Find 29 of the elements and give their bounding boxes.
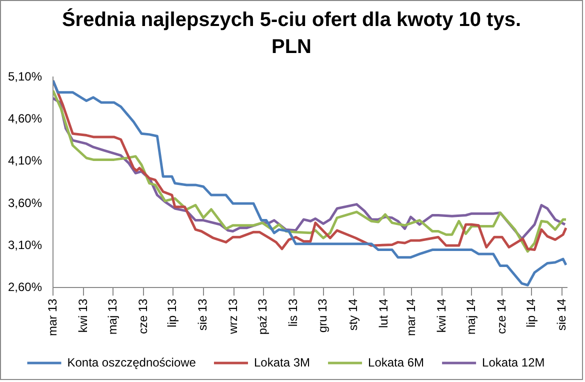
- x-tick-label: sie 14: [554, 298, 568, 331]
- x-tick-label: cze 14: [494, 298, 508, 334]
- x-tick-label: mar 13: [45, 298, 60, 336]
- x-tick-label: paź 13: [256, 298, 270, 335]
- legend-label: Lokata 6M: [368, 355, 424, 370]
- x-tick-label: lip 14: [524, 298, 538, 328]
- x-tick-label: wrz 13: [226, 298, 240, 335]
- y-tick-label: 4,10%: [8, 154, 42, 168]
- y-tick-label: 3,60%: [8, 196, 42, 210]
- x-tick-label: mar 14: [404, 298, 418, 336]
- legend-label: Konta oszczędnościowe: [67, 355, 196, 370]
- x-tick-label: sie 13: [196, 298, 210, 331]
- x-tick-label: maj 14: [464, 298, 478, 335]
- x-tick-label: cze 13: [136, 298, 150, 334]
- y-tick-label: 3,10%: [8, 238, 42, 252]
- x-tick-label: kwi 13: [76, 298, 90, 333]
- x-tick-label: lis 13: [286, 298, 300, 327]
- x-tick-label: gru 13: [316, 298, 330, 333]
- y-tick-label: 2,60%: [8, 280, 42, 294]
- y-tick-label: 4,60%: [8, 112, 42, 126]
- x-tick-label: sty 14: [346, 298, 360, 331]
- x-tick-label: lut 14: [376, 298, 391, 328]
- x-tick-label: kwi 14: [434, 298, 449, 333]
- x-tick-label: lip 13: [165, 298, 180, 328]
- x-tick-label: maj 13: [105, 298, 120, 335]
- y-tick-label: 5,10%: [8, 70, 42, 84]
- legend-label: Lokata 3M: [254, 355, 310, 370]
- legend-label: Lokata 12M: [482, 355, 545, 370]
- chart-title: Średnia najlepszych 5-ciu ofert dla kwoty 10 tys. PLN: [60, 7, 522, 60]
